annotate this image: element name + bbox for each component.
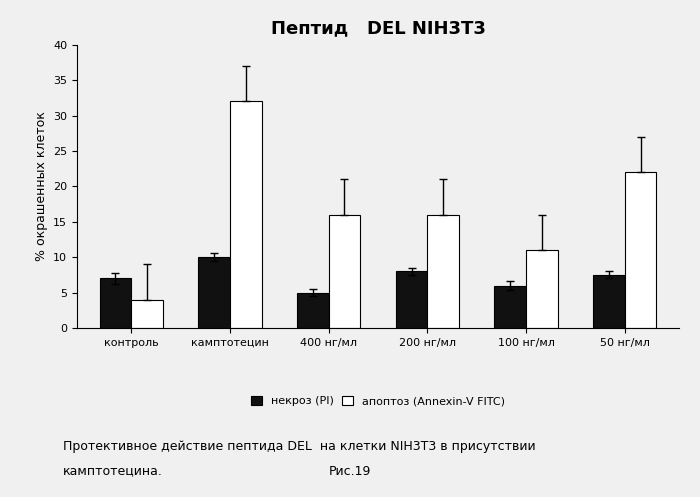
Bar — [132, 300, 163, 328]
Bar — [395, 271, 427, 328]
Title: Пептид   DEL NIH3T3: Пептид DEL NIH3T3 — [271, 19, 485, 38]
Bar — [99, 278, 132, 328]
Bar — [329, 215, 360, 328]
Bar — [427, 215, 459, 328]
Bar — [526, 250, 558, 328]
Bar — [624, 172, 657, 328]
Text: Рис.19: Рис.19 — [329, 465, 371, 478]
Bar — [230, 101, 262, 328]
Text: Протективное действие пептида DEL  на клетки NIH3T3 в присутствии: Протективное действие пептида DEL на кле… — [63, 440, 536, 453]
Y-axis label: % окрашенных клеток: % окрашенных клеток — [34, 111, 48, 261]
Bar — [198, 257, 230, 328]
Text: камптотецина.: камптотецина. — [63, 465, 163, 478]
Legend: некроз (PI), апоптоз (Annexin-V FITC): некроз (PI), апоптоз (Annexin-V FITC) — [251, 396, 505, 407]
Bar — [297, 293, 329, 328]
Bar — [593, 275, 624, 328]
Bar — [494, 285, 526, 328]
